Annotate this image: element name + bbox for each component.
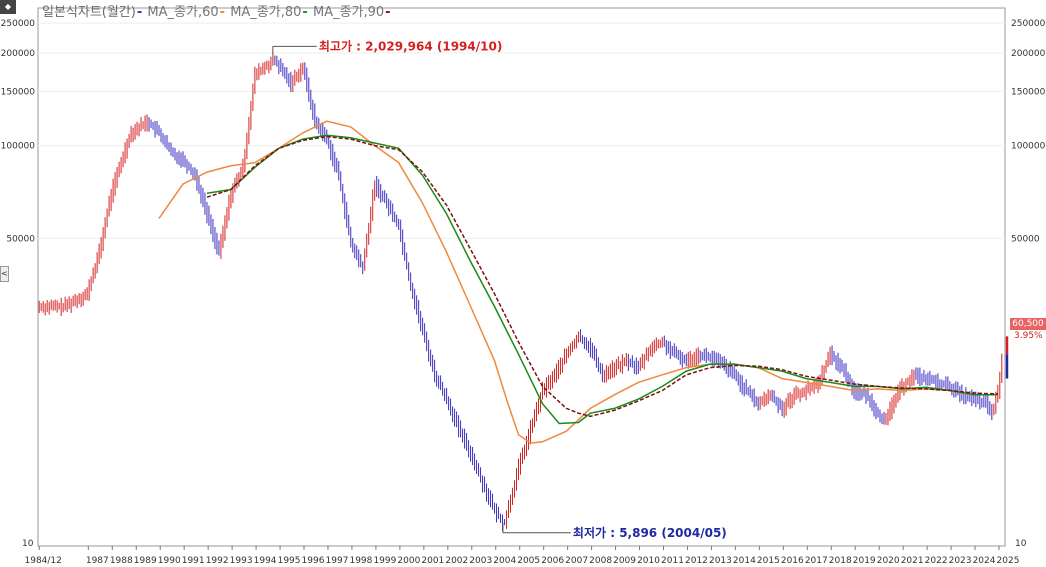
x-tick-label: 2013 (709, 556, 732, 566)
high-annotation: 최고가 : 2,029,964 (1994/10) (319, 38, 502, 53)
y-tick-left: 150000 (1, 87, 36, 97)
x-tick-label: 2007 (565, 556, 588, 566)
ma-line-3 (206, 135, 998, 418)
corner-label-left: 10 (22, 539, 34, 549)
current-change-tag: 3.95% (1014, 331, 1043, 341)
y-tick-right: 200000 (1011, 49, 1046, 59)
x-tick-label: 1993 (230, 556, 253, 566)
x-tick-label: 2002 (445, 556, 468, 566)
series-lines (158, 120, 998, 444)
y-tick-right: 50000 (1011, 234, 1040, 244)
x-tick-label: 2008 (589, 556, 612, 566)
x-tick-label: 1988 (110, 556, 133, 566)
x-tick-label: 2015 (757, 556, 780, 566)
y-tick-left: 250000 (1, 19, 36, 29)
corner-label-right: 10 (1015, 539, 1027, 549)
x-tick-label: 1997 (326, 556, 349, 566)
x-tick-label: 2005 (517, 556, 540, 566)
grid-lines (38, 22, 1005, 239)
x-tick-label: 2000 (397, 556, 420, 566)
x-tick-label: 2001 (421, 556, 444, 566)
y-tick-left: 200000 (1, 49, 36, 59)
ma-line-2 (206, 134, 998, 425)
ma-line-1 (158, 120, 998, 444)
x-tick-label: 1991 (182, 556, 205, 566)
axis-labels: 250000 250000 200000 200000 150000 150000 1000… (1, 19, 1046, 566)
x-tick-label: 2009 (613, 556, 636, 566)
y-tick-right: 250000 (1011, 19, 1046, 29)
current-price-tag: 60,500 (1010, 318, 1046, 330)
x-tick-label: 1995 (278, 556, 301, 566)
x-tick-label: 2004 (493, 556, 516, 566)
x-tick-label: 2010 (637, 556, 660, 566)
settings-icon[interactable]: ◆ (0, 0, 16, 14)
plot-border (37, 7, 1006, 547)
legend-ma90-swatch: - (385, 5, 391, 20)
legend-ma90: MA_종가,90 (312, 5, 385, 20)
x-tick-label: 1998 (349, 556, 372, 566)
x-tick-label: 2006 (541, 556, 564, 566)
x-tick-label: 2021 (901, 556, 924, 566)
legend-ma60-swatch: - (219, 5, 226, 20)
x-tick-label: 1999 (373, 556, 396, 566)
legend-title: 일본식자트(월간) (42, 5, 136, 20)
x-tick-label: 2018 (829, 556, 852, 566)
chart-legend: 일본식자트(월간)- MA_종가,60- MA_종가,80- MA_종가,90- (42, 1, 392, 20)
plot-frame (37, 7, 1006, 547)
x-tick-label: 2024 (973, 556, 996, 566)
legend-ma80-swatch: - (302, 5, 308, 20)
x-tick-label: 2019 (853, 556, 876, 566)
x-tick-label: 1990 (158, 556, 181, 566)
x-tick-label: 1994 (254, 556, 277, 566)
x-tick-label: 2003 (469, 556, 492, 566)
x-tick-label: 1987 (86, 556, 109, 566)
legend-ma80: MA_종가,80 (230, 5, 302, 20)
annotation-marks: 최고가 : 2,029,964 (1994/10) 최저가 : 5,896 (20… (272, 38, 1009, 540)
low-annotation: 최저가 : 5,896 (2004/05) (573, 525, 727, 540)
x-tick-label: 2014 (733, 556, 756, 566)
x-tick-label: 2025 (997, 556, 1020, 566)
x-tick-label: 2016 (781, 556, 804, 566)
collapse-panel-handle[interactable]: < (0, 266, 9, 282)
y-tick-left: 100000 (1, 142, 36, 152)
legend-ma60: MA_종가,60 (147, 5, 219, 20)
candles (38, 52, 1003, 532)
y-tick-right: 100000 (1011, 142, 1046, 152)
legend-price-swatch: - (136, 5, 143, 20)
x-tick-label: 1996 (302, 556, 325, 566)
y-tick-left: 50000 (6, 234, 35, 244)
x-tick-label: 2012 (685, 556, 708, 566)
x-tick-label: 2011 (661, 556, 684, 566)
x-tick-label: 1989 (134, 556, 157, 566)
x-tick-label: 1992 (206, 556, 229, 566)
x-tick-label: 2022 (925, 556, 948, 566)
x-tick-label: 2020 (877, 556, 900, 566)
x-tick-label: 2017 (805, 556, 828, 566)
x-tick-label: 2023 (949, 556, 972, 566)
y-tick-right: 150000 (1011, 87, 1046, 97)
x-tick-label: 1984/12 (25, 556, 62, 566)
